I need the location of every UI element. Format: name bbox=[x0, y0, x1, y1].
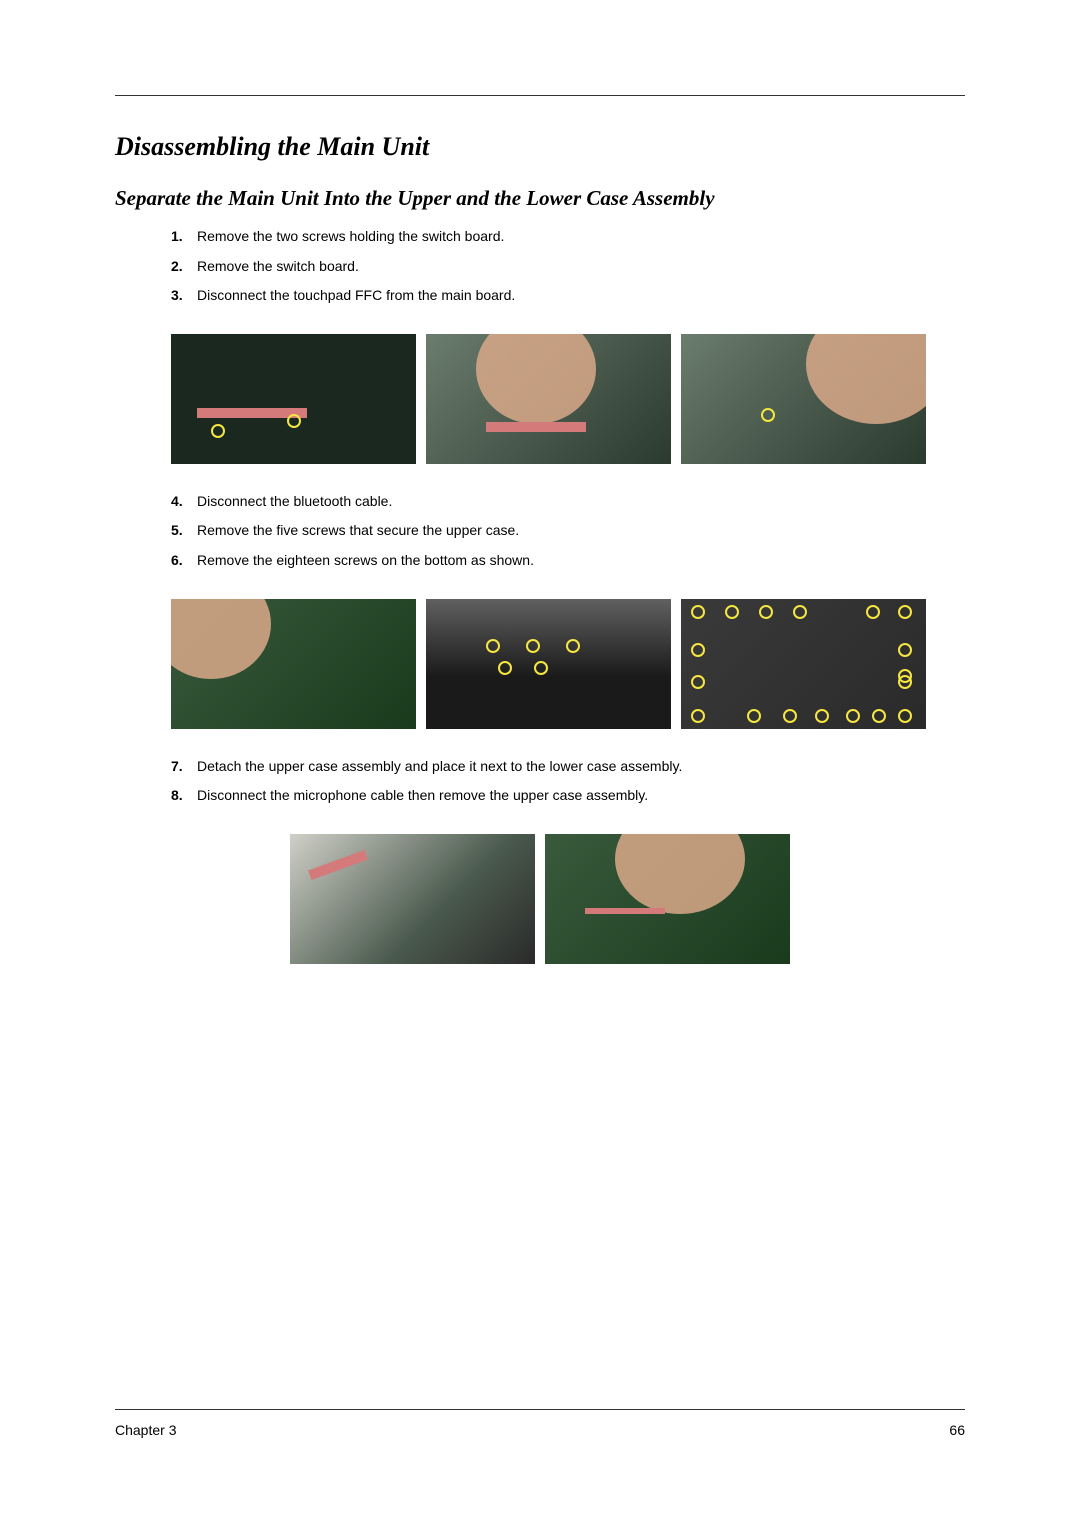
figure-image bbox=[171, 599, 416, 729]
figure-image bbox=[545, 834, 790, 964]
step-item: 6.Remove the eighteen screws on the bott… bbox=[171, 551, 965, 571]
step-number: 8. bbox=[171, 786, 197, 806]
figure-image bbox=[171, 334, 416, 464]
step-text: Remove the five screws that secure the u… bbox=[197, 521, 519, 541]
step-item: 3.Disconnect the touchpad FFC from the m… bbox=[171, 286, 965, 306]
image-row-2 bbox=[171, 599, 965, 729]
step-item: 1.Remove the two screws holding the swit… bbox=[171, 227, 965, 247]
image-row-3 bbox=[115, 834, 965, 964]
figure-image bbox=[681, 599, 926, 729]
step-number: 6. bbox=[171, 551, 197, 571]
step-text: Disconnect the touchpad FFC from the mai… bbox=[197, 286, 515, 306]
step-text: Disconnect the bluetooth cable. bbox=[197, 492, 392, 512]
step-text: Remove the eighteen screws on the bottom… bbox=[197, 551, 534, 571]
figure-image bbox=[426, 334, 671, 464]
figure-image bbox=[426, 599, 671, 729]
step-text: Remove the switch board. bbox=[197, 257, 359, 277]
step-item: 7.Detach the upper case assembly and pla… bbox=[171, 757, 965, 777]
page-footer: Chapter 3 66 bbox=[115, 1409, 965, 1438]
step-item: 4.Disconnect the bluetooth cable. bbox=[171, 492, 965, 512]
step-item: 8.Disconnect the microphone cable then r… bbox=[171, 786, 965, 806]
figure-image bbox=[290, 834, 535, 964]
section-title: Disassembling the Main Unit bbox=[115, 132, 965, 162]
steps-group-a: 1.Remove the two screws holding the swit… bbox=[171, 227, 965, 306]
step-number: 1. bbox=[171, 227, 197, 247]
step-number: 7. bbox=[171, 757, 197, 777]
chapter-label: Chapter 3 bbox=[115, 1422, 176, 1438]
steps-group-b: 4.Disconnect the bluetooth cable. 5.Remo… bbox=[171, 492, 965, 571]
step-number: 5. bbox=[171, 521, 197, 541]
page-number: 66 bbox=[949, 1422, 965, 1438]
bottom-rule bbox=[115, 1409, 965, 1410]
step-item: 5.Remove the five screws that secure the… bbox=[171, 521, 965, 541]
step-text: Detach the upper case assembly and place… bbox=[197, 757, 682, 777]
page-content: Disassembling the Main Unit Separate the… bbox=[0, 0, 1080, 964]
image-row-1 bbox=[171, 334, 965, 464]
step-text: Remove the two screws holding the switch… bbox=[197, 227, 504, 247]
step-number: 2. bbox=[171, 257, 197, 277]
top-rule bbox=[115, 95, 965, 96]
steps-group-c: 7.Detach the upper case assembly and pla… bbox=[171, 757, 965, 806]
step-number: 3. bbox=[171, 286, 197, 306]
step-item: 2.Remove the switch board. bbox=[171, 257, 965, 277]
step-number: 4. bbox=[171, 492, 197, 512]
subsection-title: Separate the Main Unit Into the Upper an… bbox=[115, 186, 965, 211]
step-text: Disconnect the microphone cable then rem… bbox=[197, 786, 648, 806]
figure-image bbox=[681, 334, 926, 464]
